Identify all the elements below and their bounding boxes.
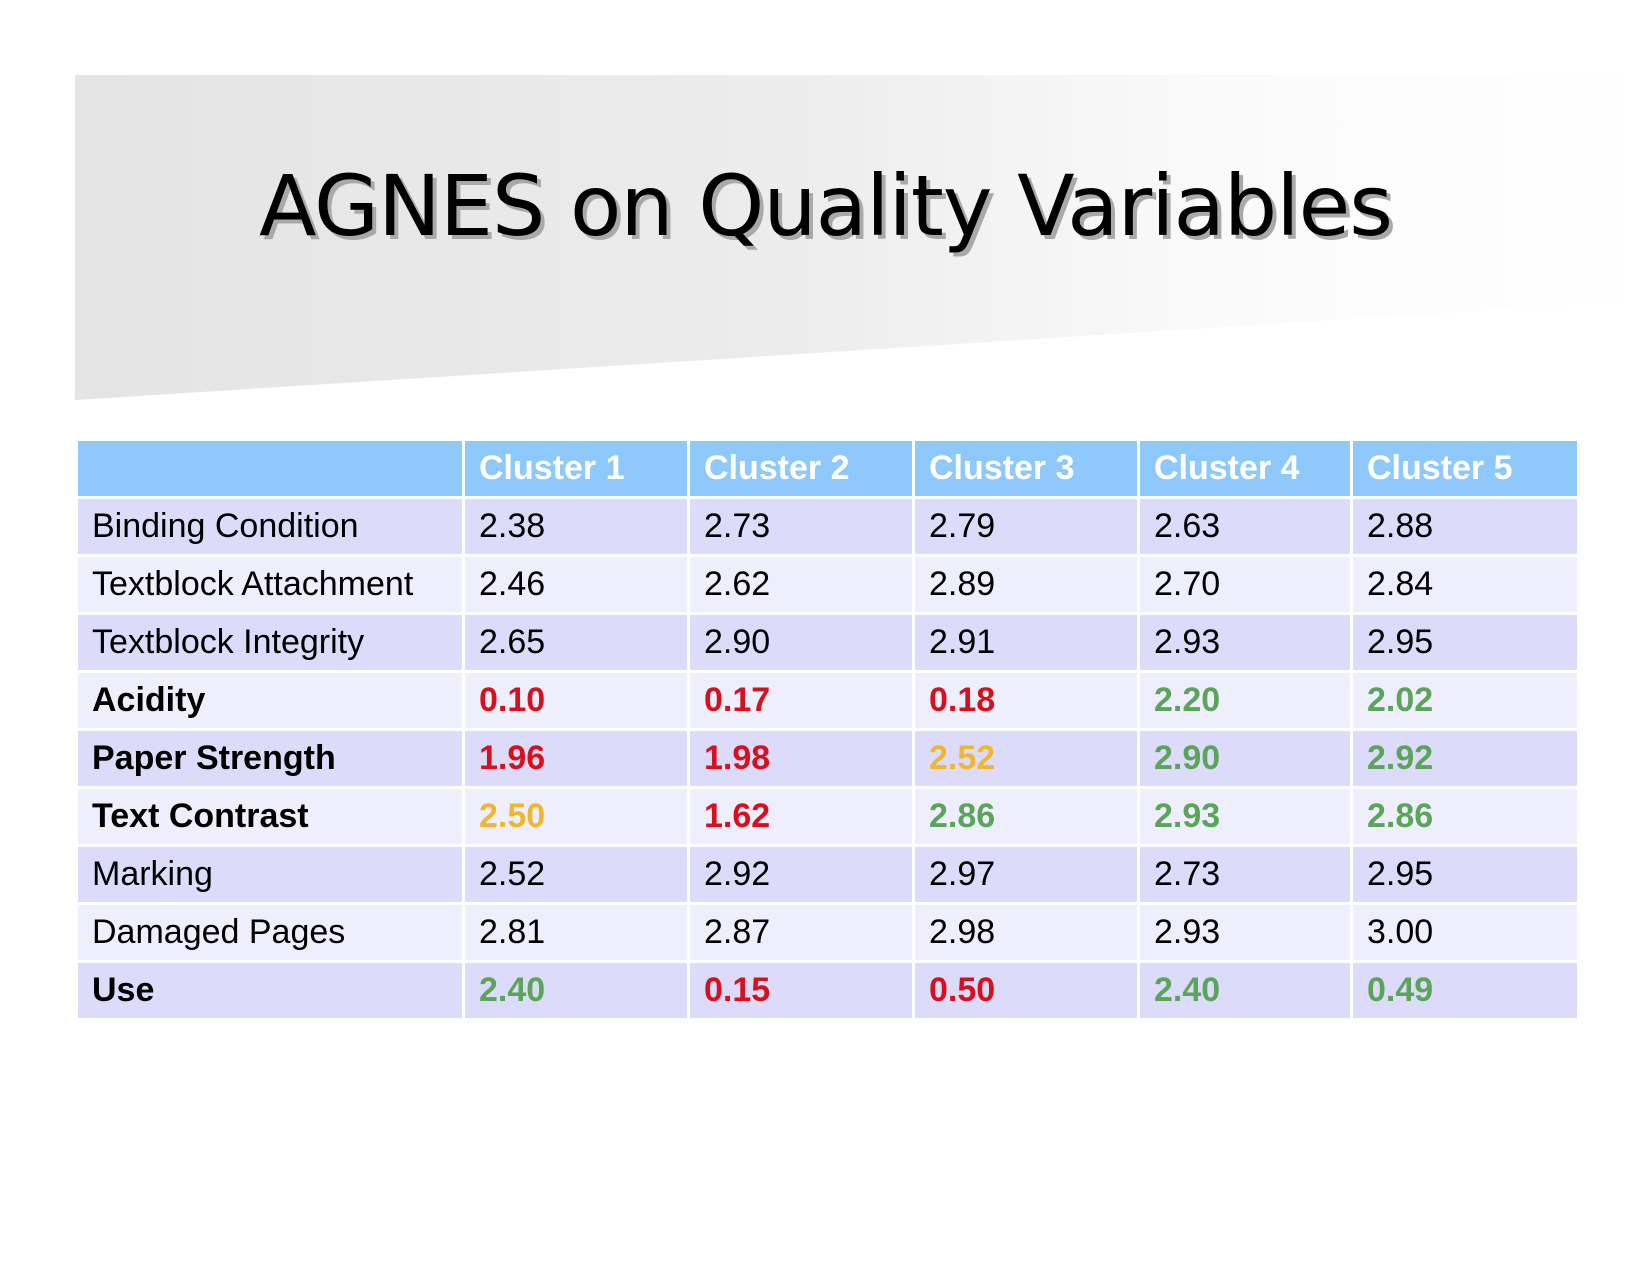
table-cell: 2.40 bbox=[1137, 960, 1353, 1021]
table-cell: 2.86 bbox=[912, 786, 1140, 847]
row-label: Acidity bbox=[75, 670, 465, 731]
row-label: Marking bbox=[75, 844, 465, 905]
column-header-cluster-3: Cluster 3 bbox=[912, 438, 1140, 499]
table-cell: 2.65 bbox=[462, 612, 690, 673]
table-cell: 0.10 bbox=[462, 670, 690, 731]
table-cell: 2.20 bbox=[1137, 670, 1353, 731]
table-cell: 2.90 bbox=[1137, 728, 1353, 789]
table-cell: 2.90 bbox=[687, 612, 915, 673]
table-cell: 2.93 bbox=[1137, 786, 1353, 847]
column-header-cluster-2: Cluster 2 bbox=[687, 438, 915, 499]
table-cell: 2.95 bbox=[1350, 612, 1580, 673]
table-row: Textblock Integrity 2.65 2.90 2.91 2.93 … bbox=[75, 612, 1580, 673]
table-body: Binding Condition 2.38 2.73 2.79 2.63 2.… bbox=[75, 496, 1580, 1021]
table-row: Text Contrast 2.50 1.62 2.86 2.93 2.86 bbox=[75, 786, 1580, 847]
table-row: Binding Condition 2.38 2.73 2.79 2.63 2.… bbox=[75, 496, 1580, 557]
table-header-row: Cluster 1 Cluster 2 Cluster 3 Cluster 4 … bbox=[75, 438, 1580, 499]
column-header-cluster-4: Cluster 4 bbox=[1137, 438, 1353, 499]
column-header-cluster-1: Cluster 1 bbox=[462, 438, 690, 499]
table-cell: 2.38 bbox=[462, 496, 690, 557]
table-cell: 2.92 bbox=[1350, 728, 1580, 789]
slide-title: AGNES on Quality Variables bbox=[258, 157, 1393, 255]
table-row: Use 2.40 0.15 0.50 2.40 0.49 bbox=[75, 960, 1580, 1021]
row-label: Textblock Attachment bbox=[75, 554, 465, 615]
table-cell: 0.50 bbox=[912, 960, 1140, 1021]
quality-variables-table: Cluster 1 Cluster 2 Cluster 3 Cluster 4 … bbox=[75, 438, 1580, 1021]
table-cell: 2.63 bbox=[1137, 496, 1353, 557]
table-cell: 2.93 bbox=[1137, 612, 1353, 673]
title-banner bbox=[0, 0, 1651, 420]
row-label: Use bbox=[75, 960, 465, 1021]
table-cell: 2.40 bbox=[462, 960, 690, 1021]
title-banner-gradient bbox=[75, 75, 1651, 400]
table-cell: 2.79 bbox=[912, 496, 1140, 557]
row-label: Binding Condition bbox=[75, 496, 465, 557]
table-cell: 2.52 bbox=[462, 844, 690, 905]
table-row: Paper Strength 1.96 1.98 2.52 2.90 2.92 bbox=[75, 728, 1580, 789]
table-cell: 2.84 bbox=[1350, 554, 1580, 615]
row-label: Textblock Integrity bbox=[75, 612, 465, 673]
table-cell: 2.87 bbox=[687, 902, 915, 963]
table-cell: 0.17 bbox=[687, 670, 915, 731]
table-cell: 2.97 bbox=[912, 844, 1140, 905]
table-cell: 0.18 bbox=[912, 670, 1140, 731]
table-cell: 2.73 bbox=[687, 496, 915, 557]
table-cell: 2.93 bbox=[1137, 902, 1353, 963]
table-cell: 0.49 bbox=[1350, 960, 1580, 1021]
table-cell: 1.98 bbox=[687, 728, 915, 789]
table-row: Damaged Pages 2.81 2.87 2.98 2.93 3.00 bbox=[75, 902, 1580, 963]
table-cell: 2.02 bbox=[1350, 670, 1580, 731]
table-cell: 2.88 bbox=[1350, 496, 1580, 557]
table-cell: 2.70 bbox=[1137, 554, 1353, 615]
table-cell: 2.62 bbox=[687, 554, 915, 615]
row-label: Damaged Pages bbox=[75, 902, 465, 963]
table-row: Marking 2.52 2.92 2.97 2.73 2.95 bbox=[75, 844, 1580, 905]
table-cell: 2.95 bbox=[1350, 844, 1580, 905]
table-cell: 0.15 bbox=[687, 960, 915, 1021]
table-cell: 2.52 bbox=[912, 728, 1140, 789]
table-row: Acidity 0.10 0.17 0.18 2.20 2.02 bbox=[75, 670, 1580, 731]
table-cell: 1.62 bbox=[687, 786, 915, 847]
table-cell: 2.89 bbox=[912, 554, 1140, 615]
table-cell: 2.98 bbox=[912, 902, 1140, 963]
table-cell: 2.73 bbox=[1137, 844, 1353, 905]
table-cell: 1.96 bbox=[462, 728, 690, 789]
table-corner-cell bbox=[75, 438, 465, 499]
table-cell: 3.00 bbox=[1350, 902, 1580, 963]
table-cell: 2.46 bbox=[462, 554, 690, 615]
column-header-cluster-5: Cluster 5 bbox=[1350, 438, 1580, 499]
row-label: Paper Strength bbox=[75, 728, 465, 789]
table-row: Textblock Attachment 2.46 2.62 2.89 2.70… bbox=[75, 554, 1580, 615]
table-cell: 2.92 bbox=[687, 844, 915, 905]
table-cell: 2.91 bbox=[912, 612, 1140, 673]
table-cell: 2.50 bbox=[462, 786, 690, 847]
table-cell: 2.81 bbox=[462, 902, 690, 963]
row-label: Text Contrast bbox=[75, 786, 465, 847]
table-cell: 2.86 bbox=[1350, 786, 1580, 847]
